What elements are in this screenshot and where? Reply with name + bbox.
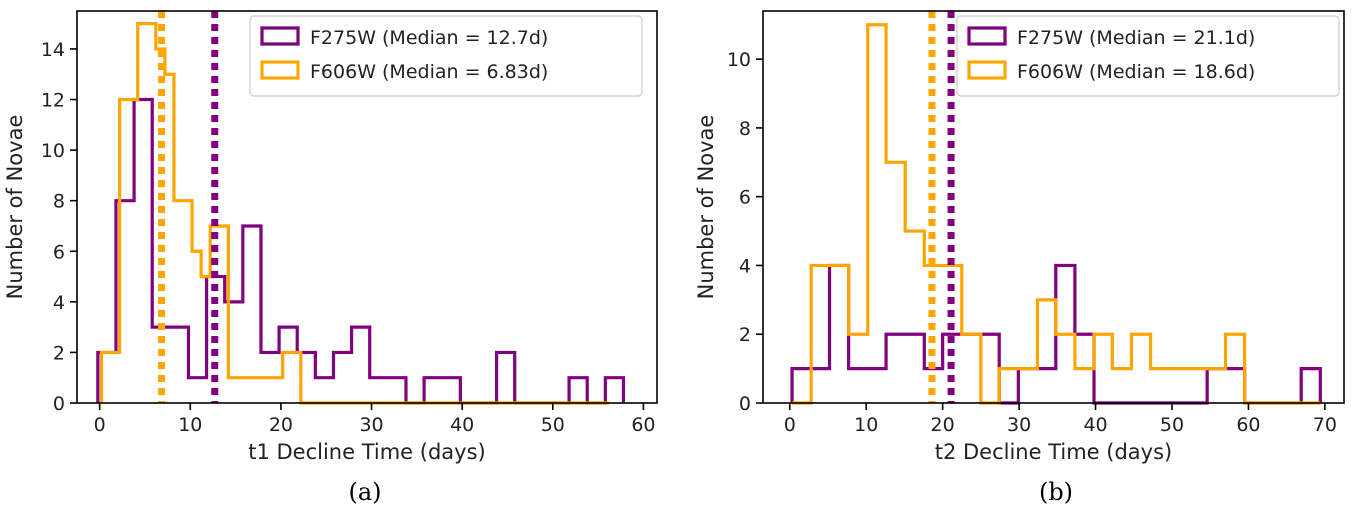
- legend-swatch-f606w: [260, 60, 300, 80]
- y-tick-label: 6: [53, 241, 65, 263]
- x-tick-label: 40: [450, 414, 474, 436]
- y-tick-label: 10: [41, 140, 65, 162]
- x-tick-label: 0: [784, 414, 796, 436]
- panel-b: 0 10 20 30 40 50 60 70 0 2 4 6 8 10 t2 Decline Time (d…: [694, 10, 1345, 506]
- legend-box: [956, 15, 1340, 97]
- x-tick-label: 60: [1236, 414, 1260, 436]
- x-tick-label: 70: [1313, 414, 1337, 436]
- y-tick-label: 2: [53, 342, 65, 364]
- panel-a: 0 10 20 30 40 50 60 0 2 4 6 8 10 12 14 t1 Decline Time …: [3, 10, 658, 506]
- panel-caption: (a): [348, 478, 381, 506]
- x-tick-label: 60: [631, 414, 655, 436]
- legend: F275W (Median = 12.7d) F606W (Median = 6.…: [249, 15, 643, 97]
- y-tick-label: 4: [739, 255, 751, 277]
- x-tick-label: 50: [1160, 414, 1184, 436]
- axes-frame: [762, 10, 1345, 404]
- x-tick-label: 10: [178, 414, 202, 436]
- histogram-f606w: [792, 23, 1321, 405]
- y-tick-label: 8: [53, 191, 65, 213]
- panel-caption: (b): [1039, 478, 1073, 506]
- y-tick-label: 14: [41, 39, 65, 61]
- x-tick-label: 30: [1007, 414, 1031, 436]
- legend-label-f275w: F275W (Median = 21.1d): [1017, 27, 1255, 49]
- y-tick-label: 8: [739, 118, 751, 140]
- legend-swatch-f275w: [967, 26, 1007, 46]
- legend-swatch-f606w: [967, 60, 1007, 80]
- axes-frame: [76, 10, 658, 404]
- y-tick-label: 0: [53, 393, 65, 415]
- x-axis-label: t1 Decline Time (days): [248, 440, 486, 464]
- y-tick-label: 12: [41, 90, 65, 112]
- x-tick-label: 50: [541, 414, 565, 436]
- x-tick-label: 30: [359, 414, 383, 436]
- y-tick-label: 0: [739, 393, 751, 415]
- histogram-f275w: [96, 97, 626, 405]
- x-tick-label: 0: [94, 414, 106, 436]
- histogram-f275w: [790, 263, 1322, 405]
- x-tick-label: 20: [269, 414, 293, 436]
- x-tick-label: 20: [931, 414, 955, 436]
- x-tick-label: 40: [1083, 414, 1107, 436]
- x-tick-label: 10: [854, 414, 878, 436]
- y-axis-label: Number of Novae: [3, 115, 27, 300]
- x-axis-label: t2 Decline Time (days): [935, 440, 1173, 464]
- legend-swatch-f275w: [260, 26, 300, 46]
- legend-label-f606w: F606W (Median = 18.6d): [1017, 61, 1255, 83]
- y-tick-label: 4: [53, 292, 65, 314]
- y-tick-label: 10: [727, 49, 751, 71]
- legend-label-f606w: F606W (Median = 6.83d): [310, 61, 548, 83]
- y-tick-label: 6: [739, 187, 751, 209]
- y-axis-label: Number of Novae: [694, 115, 718, 300]
- legend-label-f275w: F275W (Median = 12.7d): [310, 27, 548, 49]
- y-tick-label: 2: [739, 324, 751, 346]
- legend: F275W (Median = 21.1d) F606W (Median = 18…: [956, 15, 1340, 97]
- legend-box: [249, 15, 643, 97]
